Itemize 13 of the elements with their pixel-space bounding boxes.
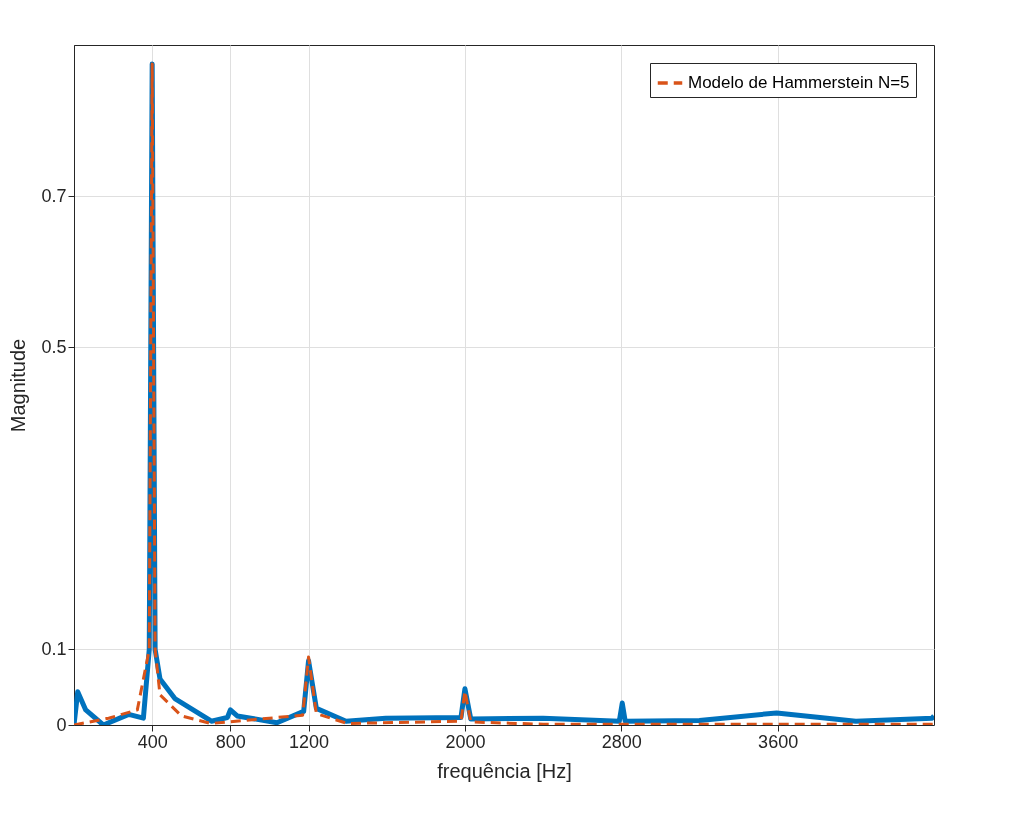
x-tick-label: 2800 bbox=[601, 731, 642, 752]
y-tick-label: 0.7 bbox=[41, 185, 67, 206]
x-tick-label: 400 bbox=[137, 731, 168, 752]
x-tick-label: 2000 bbox=[445, 731, 486, 752]
y-axis-title: Magnitude bbox=[7, 338, 30, 433]
x-tick-label: 800 bbox=[215, 731, 246, 752]
y-tick-label: 0.5 bbox=[41, 336, 67, 357]
x-axis-title: frequência [Hz] bbox=[437, 759, 572, 782]
x-tick-label: 1200 bbox=[289, 731, 330, 752]
x-tick-label: 3600 bbox=[758, 731, 799, 752]
y-tick-label: 0.1 bbox=[41, 638, 67, 659]
y-tick-label: 0 bbox=[56, 714, 67, 735]
legend-label: Modelo de Hammerstein N=5 bbox=[688, 73, 910, 92]
